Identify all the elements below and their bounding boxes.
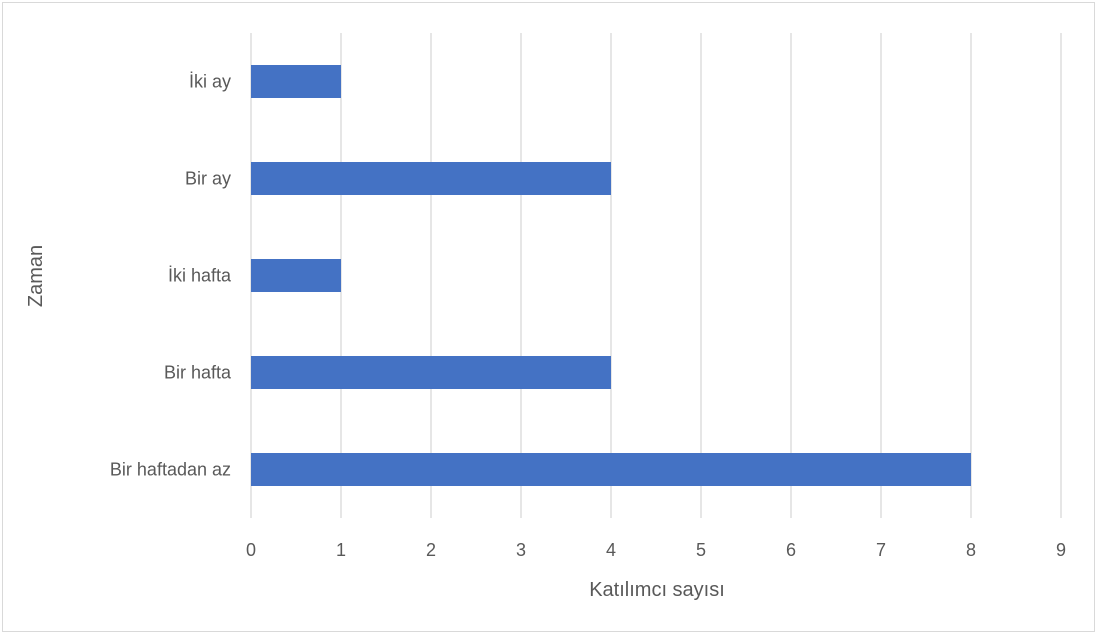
- bar: [251, 453, 971, 486]
- category-label: Bir ay: [185, 169, 231, 189]
- x-tick-label: 7: [876, 540, 886, 560]
- x-tick-labels: 0 1 2 3 4 5 6 7 8 9: [246, 540, 1066, 560]
- bar: [251, 162, 611, 195]
- bars: [251, 65, 971, 486]
- category-label: İki ay: [189, 72, 231, 92]
- bar: [251, 65, 341, 98]
- x-tick-label: 4: [606, 540, 616, 560]
- x-tick-label: 9: [1056, 540, 1066, 560]
- bar-chart: İki ay Bir ay İki hafta Bir hafta Bir haftad…: [25, 33, 1066, 601]
- y-axis-title: Zaman: [25, 245, 47, 307]
- category-label: İki hafta: [168, 266, 232, 286]
- category-label: Bir hafta: [164, 363, 232, 383]
- x-tick-label: 0: [246, 540, 256, 560]
- x-tick-label: 2: [426, 540, 436, 560]
- x-tick-label: 6: [786, 540, 796, 560]
- x-tick-label: 5: [696, 540, 706, 560]
- x-tick-label: 8: [966, 540, 976, 560]
- gridlines: [250, 33, 1062, 518]
- x-axis-title: Katılımcı sayısı: [589, 579, 725, 601]
- category-labels: İki ay Bir ay İki hafta Bir hafta Bir haftad…: [110, 72, 232, 480]
- x-tick-label: 3: [516, 540, 526, 560]
- x-tick-label: 1: [336, 540, 346, 560]
- category-label: Bir haftadan az: [110, 460, 231, 480]
- bar: [251, 259, 341, 292]
- bar: [251, 356, 611, 389]
